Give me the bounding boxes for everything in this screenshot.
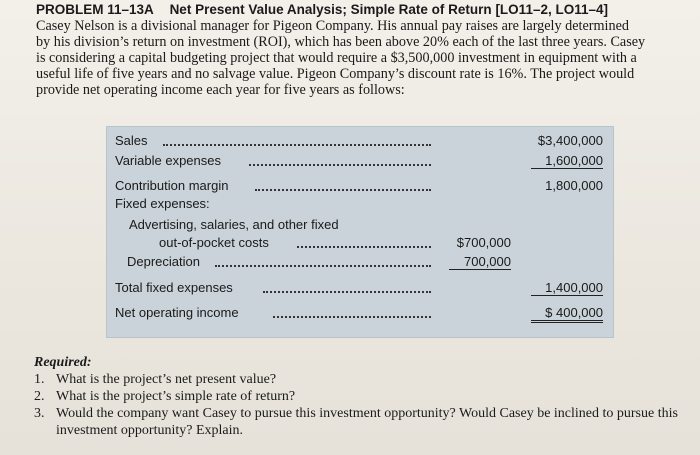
question-1: 1. What is the project’s net present val… <box>34 371 694 388</box>
net-operating-income-row: Net operating income $ 400,000 <box>115 305 609 323</box>
depreciation-row: Depreciation 700,000 <box>115 254 609 270</box>
intro-line: by his division’s return on investment (… <box>36 34 646 50</box>
out-of-pocket-label: out-of-pocket costs <box>159 235 269 250</box>
intro-line: useful life of five years and no salvage… <box>36 66 635 82</box>
income-statement-table: Sales $3,400,000 Variable expenses 1,600… <box>106 126 614 338</box>
advertising-row-1: Advertising, salaries, and other fixed <box>129 217 609 233</box>
leader-dots <box>215 265 431 267</box>
question-number: 2. <box>34 389 45 404</box>
required-title: Required: <box>34 355 92 370</box>
leader-dots <box>163 144 431 146</box>
depreciation-label: Depreciation <box>127 254 200 269</box>
contribution-margin-label: Contribution margin <box>115 178 229 193</box>
sales-label: Sales <box>115 133 148 148</box>
sales-row: Sales $3,400,000 <box>115 133 609 149</box>
fixed-expenses-label: Fixed expenses: <box>115 196 210 211</box>
leader-dots <box>249 164 431 166</box>
total-fixed-value: 1,400,000 <box>531 280 603 296</box>
question-text: What is the project’s net present value? <box>56 372 277 387</box>
question-3: 3. Would the company want Casey to pursu… <box>34 405 694 439</box>
contribution-margin-value: 1,800,000 <box>545 178 603 193</box>
leader-dots <box>255 189 431 191</box>
variable-expenses-row: Variable expenses 1,600,000 <box>115 153 609 169</box>
leader-dots <box>273 316 431 318</box>
question-text: Would the company want Casey to pursue t… <box>56 406 678 438</box>
learning-objectives: [LO11–2, LO11–4] <box>495 2 608 17</box>
contribution-margin-row: Contribution margin 1,800,000 <box>115 178 609 194</box>
variable-expenses-value: 1,600,000 <box>531 153 603 169</box>
intro-line: Casey Nelson is a divisional manager for… <box>36 18 629 34</box>
variable-expenses-label: Variable expenses <box>115 153 221 168</box>
total-fixed-label: Total fixed expenses <box>115 280 233 295</box>
advertising-label: Advertising, salaries, and other fixed <box>129 217 339 232</box>
problem-intro: Casey Nelson is a divisional manager for… <box>36 18 676 98</box>
problem-number: PROBLEM 11–13A <box>36 2 154 17</box>
fixed-expenses-row: Fixed expenses: <box>115 196 609 212</box>
leader-dots <box>297 246 431 248</box>
required-section: Required: 1. What is the project’s net p… <box>34 354 694 439</box>
question-text: What is the project’s simple rate of ret… <box>56 389 296 404</box>
problem-heading: PROBLEM 11–13A Net Present Value Analysi… <box>36 2 696 17</box>
problem-title: Net Present Value Analysis; Simple Rate … <box>169 2 492 17</box>
intro-line: is considering a capital budgeting proje… <box>36 50 637 66</box>
leader-dots <box>263 291 431 293</box>
out-of-pocket-value: $700,000 <box>456 235 511 250</box>
question-number: 1. <box>34 372 45 387</box>
net-operating-income-value: $ 400,000 <box>531 305 603 323</box>
total-fixed-row: Total fixed expenses 1,400,000 <box>115 280 609 296</box>
out-of-pocket-row: out-of-pocket costs $700,000 <box>115 235 609 251</box>
depreciation-value: 700,000 <box>449 254 511 270</box>
intro-line: provide net operating income each year f… <box>36 82 405 98</box>
sales-value: $3,400,000 <box>537 133 603 148</box>
question-2: 2. What is the project’s simple rate of … <box>34 388 694 405</box>
question-number: 3. <box>34 406 45 421</box>
net-operating-income-label: Net operating income <box>115 305 239 320</box>
